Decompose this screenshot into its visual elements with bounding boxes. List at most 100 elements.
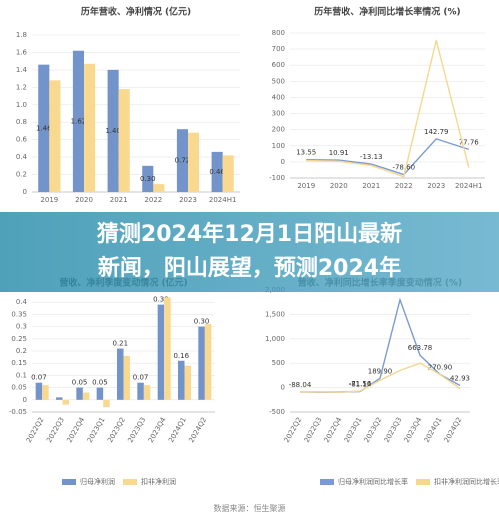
- y-tick-label: 0: [281, 384, 285, 392]
- x-tick-label: 2022Q3: [303, 416, 324, 444]
- y-tick-label: 0.1: [16, 371, 27, 379]
- bar: [49, 80, 61, 192]
- bar: [55, 397, 63, 400]
- value-label: 0.39: [153, 296, 169, 304]
- x-tick-label: 2019: [297, 182, 315, 190]
- bar: [123, 355, 131, 400]
- bar: [211, 151, 223, 192]
- y-tick-label: 0.2: [16, 347, 27, 355]
- bar: [142, 165, 154, 192]
- x-tick-label: 2023Q2: [106, 416, 127, 444]
- y-tick-label: 1,500: [265, 310, 285, 318]
- bar: [198, 326, 205, 400]
- value-label: 1.40: [105, 127, 121, 135]
- y-tick-label: 1.4: [16, 66, 28, 74]
- value-label: -71.56: [349, 380, 372, 388]
- x-tick-label: 2023Q1: [343, 416, 364, 444]
- y-tick-label: 1.8: [16, 31, 27, 39]
- y-tick-label: 1,000: [265, 335, 285, 343]
- x-tick-label: 2019: [40, 196, 58, 204]
- x-tick-label: 2024Q1: [423, 416, 444, 444]
- value-label: 189.90: [368, 367, 393, 375]
- x-tick-label: 2024H1: [209, 196, 237, 204]
- line: [299, 362, 461, 393]
- y-tick-label: 1.0: [16, 101, 27, 109]
- x-tick-label: 2024Q1: [167, 416, 188, 444]
- bar: [222, 155, 234, 192]
- x-tick-label: 2022Q3: [45, 416, 66, 444]
- x-tick-label: 2024H1: [455, 182, 483, 190]
- value-label: -13.13: [360, 153, 383, 161]
- x-tick-label: 2022Q2: [25, 416, 46, 444]
- bar: [137, 382, 144, 400]
- bar: [204, 324, 212, 400]
- bar: [177, 360, 185, 400]
- bar: [62, 399, 70, 405]
- value-label: 270.90: [428, 363, 453, 371]
- y-tick-label: 300: [272, 110, 285, 118]
- x-tick-label: 2022Q4: [65, 416, 86, 445]
- x-tick-label: 2022Q2: [283, 416, 304, 444]
- x-tick-label: 2021: [362, 182, 380, 190]
- chart-title: 历年营收、净利情况 (亿元): [81, 6, 191, 18]
- y-tick-label: 1.2: [16, 83, 27, 91]
- bar: [164, 297, 171, 400]
- value-label: 0.30: [140, 175, 156, 183]
- value-label: 142.79: [424, 128, 449, 136]
- y-tick-label: 0: [281, 158, 285, 166]
- y-tick-label: 0: [23, 396, 27, 404]
- bar: [184, 365, 192, 400]
- bar: [118, 89, 130, 192]
- y-tick-label: 0.6: [16, 136, 28, 144]
- legend-label: 归母净利润: [80, 477, 115, 486]
- x-tick-label: 2022: [144, 196, 162, 204]
- legend-label: 扣非净利润: [141, 477, 176, 486]
- bar: [157, 304, 165, 400]
- x-tick-label: 2021: [110, 196, 128, 204]
- bar: [82, 392, 90, 400]
- banner: 猜测2024年12月1日阳山最新 新闻，阳山展望，预测2024年: [0, 212, 499, 292]
- value-label: 1.62: [71, 117, 87, 125]
- x-tick-label: 2024Q2: [443, 416, 464, 444]
- value-label: 1.46: [36, 124, 52, 132]
- y-tick-label: 0.35: [11, 310, 27, 318]
- y-tick-label: 200: [272, 126, 285, 134]
- y-tick-label: 0.05: [11, 384, 27, 392]
- y-tick-label: 0.4: [16, 153, 28, 161]
- bar: [76, 387, 83, 400]
- banner-line: 新闻，阳山展望，预测2024年: [97, 256, 402, 281]
- x-tick-label: 2023: [179, 196, 197, 204]
- value-label: 0.05: [92, 379, 108, 387]
- y-tick-label: -100: [269, 174, 285, 182]
- value-label: -78.60: [392, 164, 415, 172]
- legend-swatch: [62, 479, 76, 485]
- bar: [153, 184, 165, 192]
- y-tick-label: 0.25: [11, 335, 27, 343]
- legend-swatch: [320, 479, 334, 485]
- legend-swatch: [416, 479, 430, 485]
- x-tick-label: 2020: [330, 182, 348, 190]
- x-tick-label: 2022: [395, 182, 413, 190]
- value-label: 663.78: [408, 344, 433, 352]
- y-tick-label: 0.2: [16, 171, 27, 179]
- y-tick-label: 500: [272, 77, 285, 85]
- bar: [38, 64, 50, 192]
- bar: [42, 385, 49, 400]
- value-label: 0.07: [31, 374, 47, 382]
- x-tick-label: 2020: [75, 196, 93, 204]
- bar: [84, 63, 96, 193]
- line: [306, 138, 469, 176]
- value-label: 13.55: [296, 149, 316, 157]
- x-tick-label: 2023Q2: [363, 416, 384, 444]
- value-label: 0.72: [175, 157, 191, 165]
- value-label: 0.16: [173, 352, 189, 360]
- x-tick-label: 2023Q3: [383, 416, 404, 444]
- x-tick-label: 2023Q4: [147, 416, 168, 445]
- line: [299, 297, 461, 393]
- x-tick-label: 2023Q3: [126, 416, 147, 444]
- bar: [72, 50, 84, 193]
- bar: [143, 385, 151, 400]
- value-label: 77.76: [459, 138, 480, 146]
- banner-line: 猜测2024年12月1日阳山最新: [96, 222, 403, 247]
